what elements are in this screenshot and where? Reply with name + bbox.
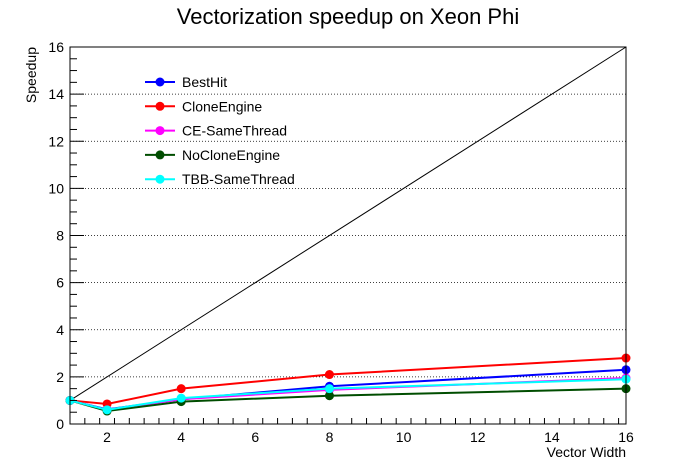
y-tick-label: 12 xyxy=(48,133,64,149)
legend-marker xyxy=(155,150,165,160)
x-tick-label: 12 xyxy=(470,429,486,445)
reference-line xyxy=(69,46,627,401)
x-axis-title: Vector Width xyxy=(547,444,626,460)
x-tick-label: 10 xyxy=(396,429,412,445)
data-point xyxy=(324,384,334,394)
series-line-3 xyxy=(69,387,627,413)
y-tick-label: 6 xyxy=(56,275,64,291)
y-tick-label: 10 xyxy=(48,180,64,196)
legend-marker xyxy=(155,77,165,87)
legend-label: BestHit xyxy=(182,74,227,90)
data-point xyxy=(176,384,186,394)
y-tick-label: 16 xyxy=(48,39,64,55)
legend-label: TBB-SameThread xyxy=(182,171,295,187)
x-tick-label: 4 xyxy=(177,429,185,445)
series-group xyxy=(65,353,631,416)
data-point xyxy=(102,405,112,415)
x-tick-label: 2 xyxy=(103,429,111,445)
grid-lines xyxy=(70,93,626,378)
x-tick-label: 14 xyxy=(544,429,560,445)
data-point xyxy=(324,391,334,401)
x-tick-label: 16 xyxy=(618,429,634,445)
y-tick-label: 0 xyxy=(56,416,64,432)
legend-label: CE-SameThread xyxy=(182,123,287,139)
y-tick-label: 4 xyxy=(56,322,64,338)
legend-marker xyxy=(155,101,165,111)
axes: 0 2 4 6 8 10 12 14 16 2 4 6 8 10 12 14 16 xyxy=(48,39,634,445)
y-axis-title: Speedup xyxy=(23,47,39,103)
plot-frame xyxy=(69,46,627,425)
x-tick-label: 6 xyxy=(251,429,259,445)
ideal-speedup-line xyxy=(69,46,627,401)
x-tick-label: 8 xyxy=(326,429,334,445)
data-point xyxy=(324,370,334,380)
y-tick-label: 14 xyxy=(48,86,64,102)
legend-marker xyxy=(155,174,165,184)
legend: BestHit CloneEngine CE-SameThread NoCloneEn… xyxy=(145,74,295,187)
data-point xyxy=(176,393,186,403)
chart-title: Vectorization speedup on Xeon Phi xyxy=(177,4,519,29)
legend-label: NoCloneEngine xyxy=(182,147,280,163)
y-tick-label: 2 xyxy=(56,369,64,385)
y-tick-label: 8 xyxy=(56,228,64,244)
legend-marker xyxy=(155,126,165,136)
legend-label: CloneEngine xyxy=(182,98,262,114)
